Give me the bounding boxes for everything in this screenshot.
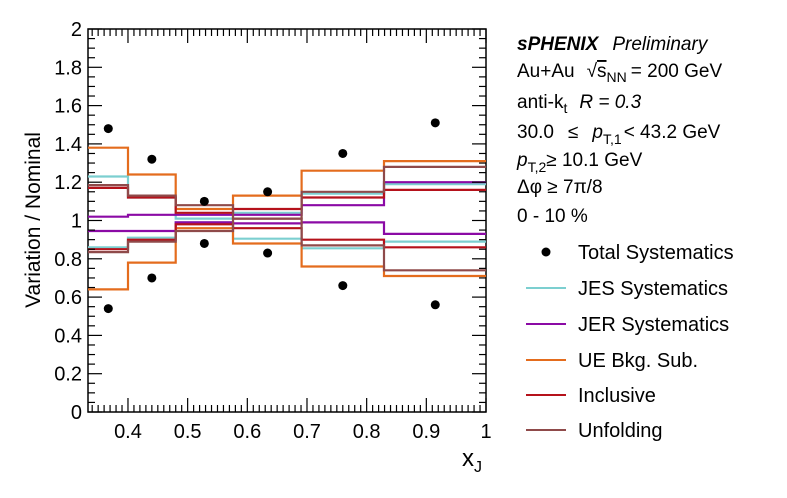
legend: Total Systematics JES Systematics JER Sy…: [526, 242, 734, 442]
pt1-low: 30.0: [517, 122, 554, 143]
pt1-symbol: p: [591, 122, 603, 143]
system-energy-label: Au+Au √sNN = 200 GeV: [517, 61, 722, 85]
x-tick-label: 0.5: [174, 421, 202, 443]
y-tick-label: 0.8: [54, 249, 82, 271]
plot-frame: [87, 28, 487, 413]
energy-value: = 200 GeV: [631, 61, 723, 82]
point-total-lower: [430, 300, 440, 310]
centrality-label: 0 - 10 %: [517, 206, 588, 227]
dphi-cut-label: Δφ ≥ 7π/8: [517, 177, 603, 198]
y-tick-label: 1.6: [54, 96, 82, 118]
x-tick-label: 0.7: [293, 421, 321, 443]
y-tick-label: 1.2: [54, 172, 82, 194]
energy-sub: NN: [607, 69, 627, 85]
status-label: Preliminary: [612, 34, 709, 55]
pt2-cut-label: pT,2≥ 10.1 GeV: [516, 150, 643, 175]
pt2-symbol: p: [516, 150, 528, 171]
y-tick-label: 2: [71, 19, 82, 41]
point-total-upper: [147, 154, 157, 164]
x-tick-label: 0.6: [233, 421, 261, 443]
legend-label-total-systematics: Total Systematics: [578, 242, 734, 264]
x-axis-title-main: x: [462, 445, 474, 472]
algo-name: anti-k: [517, 92, 564, 113]
point-total-lower: [338, 281, 348, 291]
pt2-cut: ≥ 10.1 GeV: [546, 150, 642, 171]
pt1-high: < 43.2 GeV: [624, 122, 721, 143]
pt1-sub: T,1: [603, 131, 622, 147]
info-block: sPHENIX Preliminary Au+Au √sNN = 200 GeV an…: [516, 34, 722, 227]
legend-label-jer: JER Systematics: [578, 314, 729, 336]
y-tick-label: 0.4: [54, 325, 82, 347]
collision-system: Au+Au: [517, 61, 575, 82]
plot-border: [87, 28, 487, 413]
x-axis-title: xJ: [462, 445, 482, 476]
legend-marker-total-systematics: [541, 247, 551, 257]
point-total-upper: [103, 124, 113, 134]
point-total-upper: [263, 187, 273, 197]
series-jer-systematics-upper: [88, 181, 486, 218]
point-total-upper: [199, 196, 209, 206]
legend-label-inclusive: Inclusive: [578, 385, 656, 407]
pt2-sub: T,2: [528, 159, 547, 175]
y-axis-title: Variation / Nominal: [22, 132, 45, 308]
x-tick-label: 0.8: [353, 421, 381, 443]
point-total-upper: [430, 118, 440, 128]
y-tick-label: 0.2: [54, 364, 82, 386]
jet-algo-label: anti-kt R = 0.3: [517, 92, 642, 116]
points-layer: [103, 118, 440, 314]
pt1-cut-label: 30.0 ≤ pT,1 < 43.2 GeV: [517, 122, 721, 147]
algo-sub: t: [563, 100, 567, 116]
series-unfolding-lower: [88, 217, 486, 272]
y-tick-label: 1: [71, 211, 82, 233]
x-tick-label: 0.9: [412, 421, 440, 443]
y-tick-label: 0: [71, 402, 82, 424]
legend-label-jes: JES Systematics: [578, 278, 728, 300]
legend-label-ue: UE Bkg. Sub.: [578, 350, 698, 372]
energy-symbol: s: [597, 61, 607, 82]
y-tick-label: 1.8: [54, 57, 82, 79]
pt1-leq: ≤: [568, 122, 578, 143]
series-unfolding-upper: [88, 165, 486, 220]
series-inclusive-upper: [88, 186, 486, 214]
point-total-upper: [338, 148, 348, 158]
point-total-lower: [199, 238, 209, 248]
x-tick-label: 1: [480, 421, 491, 443]
experiment-label: sPHENIX Preliminary: [517, 34, 709, 55]
legend-label-unfolding: Unfolding: [578, 420, 663, 442]
y-tick-label: 0.6: [54, 287, 82, 309]
x-axis-title-sub: J: [474, 459, 482, 476]
x-tick-label: 0.4: [114, 421, 142, 443]
point-total-lower: [263, 248, 273, 258]
experiment-name: sPHENIX: [517, 34, 600, 55]
series-layer: [88, 146, 486, 291]
jet-radius: R = 0.3: [579, 92, 641, 113]
sqrt-sign: √: [587, 61, 598, 82]
point-total-lower: [147, 273, 157, 283]
series-ue-bkg-sub-upper: [88, 146, 486, 211]
y-tick-label: 1.4: [54, 134, 82, 156]
axes-layer: 0 0.2 0.4 0.6 0.8 1 1.2 1.4 1.6 1.8 2 0.4 0.5 0.6 0.7 0…: [54, 19, 491, 443]
point-total-lower: [103, 304, 113, 314]
